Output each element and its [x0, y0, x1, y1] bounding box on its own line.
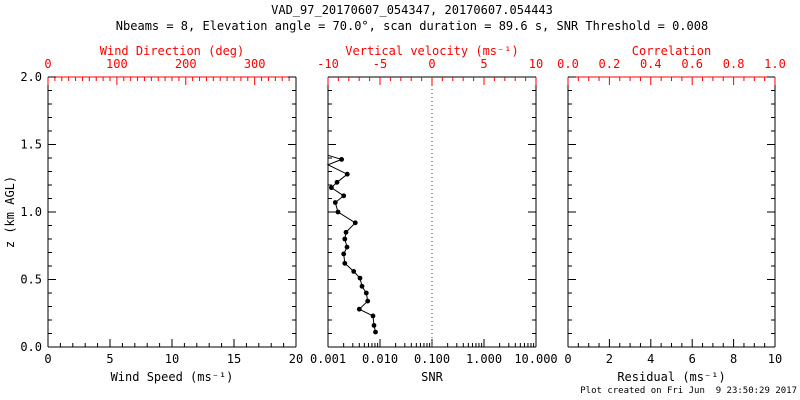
svg-text:0: 0 [44, 57, 51, 71]
svg-text:10: 10 [529, 57, 543, 71]
svg-text:5: 5 [106, 352, 113, 366]
data-point [329, 185, 334, 191]
data-point [342, 236, 348, 242]
svg-text:10.000: 10.000 [514, 352, 557, 366]
data-point [339, 157, 344, 162]
snr-profile [326, 154, 378, 335]
data-point [365, 298, 371, 304]
svg-text:1.0: 1.0 [20, 205, 42, 219]
snr-vertical-velocity-panel: 0.001 0.010 0.100 1.000 10.000 SNR -10 -5 0 5 10 Ve… [310, 44, 558, 384]
svg-text:10: 10 [768, 352, 782, 366]
data-point [351, 269, 357, 274]
data-point [371, 323, 377, 328]
svg-text:0.0: 0.0 [20, 340, 42, 354]
data-point [344, 244, 350, 250]
data-point [341, 193, 347, 199]
svg-text:Residual (ms⁻¹): Residual (ms⁻¹) [617, 370, 725, 384]
svg-text:0: 0 [428, 57, 435, 71]
svg-text:0.2: 0.2 [599, 57, 621, 71]
data-point [373, 329, 378, 335]
svg-text:1.000: 1.000 [466, 352, 502, 366]
data-point [334, 179, 340, 185]
y-axis-title: z (km AGL) [3, 176, 17, 248]
svg-text:0.0: 0.0 [557, 57, 579, 71]
data-point [335, 209, 341, 215]
svg-text:Correlation: Correlation [632, 44, 711, 58]
data-point [341, 251, 347, 257]
data-point [359, 283, 365, 289]
data-point [357, 275, 363, 281]
data-point [370, 313, 376, 319]
svg-text:6: 6 [689, 352, 696, 366]
data-point [343, 229, 349, 235]
svg-text:0: 0 [564, 352, 571, 366]
svg-text:0.100: 0.100 [414, 352, 450, 366]
svg-text:-5: -5 [373, 57, 387, 71]
data-point [344, 171, 350, 177]
svg-text:1.0: 1.0 [764, 57, 786, 71]
svg-text:-10: -10 [317, 57, 339, 71]
svg-text:0.001: 0.001 [310, 352, 346, 366]
svg-text:1.5: 1.5 [20, 138, 42, 152]
data-point [332, 200, 338, 205]
svg-text:100: 100 [106, 57, 128, 71]
svg-text:0.5: 0.5 [20, 273, 42, 287]
plot-created-timestamp: Plot created on Fri Jun 9 23:50:29 2017 [580, 386, 797, 396]
svg-text:Vertical velocity (ms⁻¹): Vertical velocity (ms⁻¹) [345, 44, 518, 58]
svg-text:0.4: 0.4 [640, 57, 662, 71]
wind-speed-direction-panel: 0 5 10 15 20 Wind Speed (ms⁻¹) 0 100 200 300Wind … [3, 44, 303, 384]
svg-text:0.8: 0.8 [723, 57, 745, 71]
svg-text:2.0: 2.0 [20, 70, 42, 84]
svg-text:0.010: 0.010 [362, 352, 398, 366]
svg-text:200: 200 [175, 57, 197, 71]
svg-text:2: 2 [606, 352, 613, 366]
plot-subtitle: Nbeams = 8, Elevation angle = 70.0°, sca… [115, 19, 709, 33]
svg-text:0.6: 0.6 [681, 57, 703, 71]
svg-text:0: 0 [44, 352, 51, 366]
data-point [352, 220, 358, 226]
svg-text:Wind Speed (ms⁻¹): Wind Speed (ms⁻¹) [111, 370, 234, 384]
svg-text:10: 10 [165, 352, 179, 366]
data-point [363, 290, 369, 296]
svg-text:4: 4 [647, 352, 654, 366]
svg-text:5: 5 [480, 57, 487, 71]
svg-text:8: 8 [730, 352, 737, 366]
svg-text:300: 300 [244, 57, 266, 71]
svg-text:SNR: SNR [421, 370, 443, 384]
residual-correlation-panel: 0 2 4 6 8 10 Residual (ms⁻¹) 0.0 0.2 0.4 0.6 0.8 1.0… [557, 44, 786, 384]
plot-title: VAD_97_20170607_054347, 20170607.054443 [271, 3, 553, 17]
svg-text:20: 20 [289, 352, 303, 366]
data-point [342, 260, 348, 266]
svg-text:Wind Direction (deg): Wind Direction (deg) [100, 44, 245, 58]
svg-text:15: 15 [227, 352, 241, 366]
data-point [356, 306, 362, 312]
